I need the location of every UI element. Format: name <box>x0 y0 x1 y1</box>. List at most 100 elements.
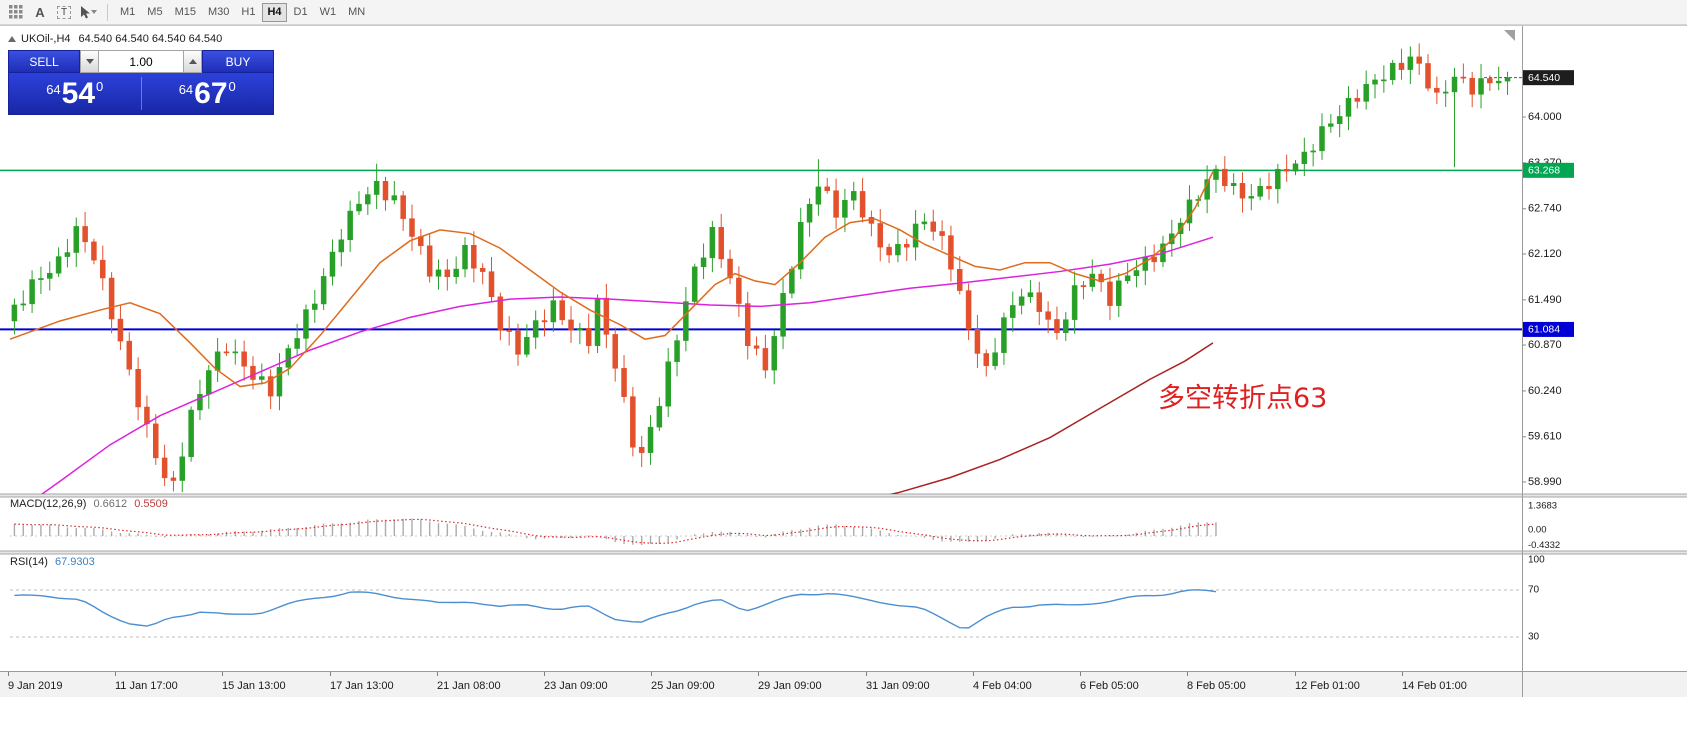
text-label-icon[interactable]: T <box>52 2 76 22</box>
candle <box>1389 59 1396 85</box>
candle <box>541 309 548 337</box>
svg-text:14 Feb 01:00: 14 Feb 01:00 <box>1402 680 1467 692</box>
candle <box>1434 76 1440 104</box>
candle <box>1416 43 1422 75</box>
candle <box>833 178 839 229</box>
candle <box>524 324 530 358</box>
volume-down-button[interactable] <box>80 50 99 73</box>
candle <box>842 188 848 232</box>
candle <box>585 313 592 354</box>
grid-icon[interactable] <box>4 2 28 22</box>
svg-text:30: 30 <box>1528 632 1540 643</box>
buy-button[interactable]: BUY <box>202 50 274 73</box>
svg-text:31 Jan 09:00: 31 Jan 09:00 <box>866 680 930 692</box>
timeframe-d1[interactable]: D1 <box>293 6 308 18</box>
candle <box>1407 46 1414 85</box>
candle <box>170 471 177 492</box>
font-a-icon[interactable]: A <box>35 4 45 20</box>
candle <box>824 177 830 194</box>
one-click-toggle-icon[interactable] <box>8 36 16 42</box>
candle <box>709 220 716 273</box>
candle <box>267 369 274 409</box>
candle <box>912 210 919 261</box>
sell-button[interactable]: SELL <box>8 50 80 73</box>
timeframe-m30[interactable]: M30 <box>207 6 230 18</box>
candle <box>683 287 689 352</box>
candle <box>1018 288 1025 315</box>
horizontal-lines-layer[interactable] <box>0 169 1522 331</box>
candle <box>1177 218 1184 248</box>
trade-panel-controls: SELL 1.00 BUY <box>8 50 274 73</box>
volume-down-icon <box>85 59 94 64</box>
candlestick-plot[interactable] <box>11 43 1511 493</box>
timeframe-w1[interactable]: W1 <box>319 6 337 18</box>
candle <box>1381 65 1387 93</box>
candle <box>771 330 777 385</box>
toolbar-separator <box>107 3 108 21</box>
candle <box>1275 163 1281 204</box>
candle <box>161 444 168 487</box>
buy-price-display[interactable]: 64 67 0 <box>142 73 274 114</box>
volume-input[interactable]: 1.00 <box>99 50 183 73</box>
buy-price-main: 67 <box>194 77 228 110</box>
candle <box>338 228 345 267</box>
timeframe-m15[interactable]: M15 <box>174 6 196 18</box>
candle <box>718 213 724 268</box>
candle <box>895 229 901 263</box>
candle <box>1451 67 1458 168</box>
time-axis[interactable]: 9 Jan 2019 11 Jan 17:00 15 Jan 13:00 17 Jan… <box>8 672 1467 692</box>
candle <box>356 191 362 215</box>
candle <box>329 239 336 286</box>
candle <box>462 237 468 278</box>
candle <box>1080 281 1087 300</box>
candle <box>700 243 707 280</box>
candle <box>1116 273 1122 318</box>
candle <box>762 334 769 379</box>
timeframe-mn[interactable]: MN <box>348 6 366 18</box>
macd-indicator-pane <box>10 518 1217 546</box>
candle <box>259 363 265 385</box>
candle <box>1027 280 1034 303</box>
svg-text:58.990: 58.990 <box>1528 476 1562 488</box>
svg-text:62.740: 62.740 <box>1528 203 1562 215</box>
sell-price-display[interactable]: 64 54 0 <box>9 73 141 114</box>
svg-text:59.610: 59.610 <box>1528 431 1562 443</box>
candle <box>638 435 645 468</box>
candle <box>1239 172 1246 213</box>
candle <box>1160 235 1166 268</box>
candle <box>612 327 618 382</box>
candle <box>1151 244 1157 272</box>
candle <box>1292 160 1299 176</box>
candle <box>797 207 804 280</box>
candle <box>1124 262 1131 284</box>
candle <box>744 291 751 360</box>
candle <box>780 278 786 350</box>
candle <box>1495 66 1502 91</box>
candle <box>73 217 80 268</box>
timeframe-m1[interactable]: M1 <box>120 6 136 18</box>
candle <box>373 163 380 210</box>
timeframe-h4[interactable]: H4 <box>262 2 287 22</box>
timeframe-h1[interactable]: H1 <box>241 6 256 18</box>
candle <box>471 231 477 283</box>
candle <box>850 181 857 211</box>
cursor-tool-icon[interactable] <box>76 2 100 22</box>
timeframe-m5[interactable]: M5 <box>147 6 163 18</box>
rsi-title: RSI(14) <box>10 556 48 568</box>
volume-up-button[interactable] <box>183 50 202 73</box>
svg-text:63.268: 63.268 <box>1528 165 1560 177</box>
candle <box>38 266 44 294</box>
candle <box>1045 301 1051 334</box>
candle <box>930 209 937 241</box>
candle <box>691 263 698 306</box>
svg-text:70: 70 <box>1528 585 1540 596</box>
candle <box>1142 246 1149 286</box>
candle <box>1204 165 1210 214</box>
candle <box>435 259 442 290</box>
price-scale[interactable]: 64.00063.37062.74062.12061.49060.87060.2… <box>1484 70 1574 643</box>
one-click-trading-panel: SELL 1.00 BUY 64 54 0 64 67 0 <box>8 50 274 115</box>
candle <box>868 210 875 237</box>
candle <box>479 263 486 285</box>
symbol-title: UKOil-,H4 <box>21 33 71 45</box>
